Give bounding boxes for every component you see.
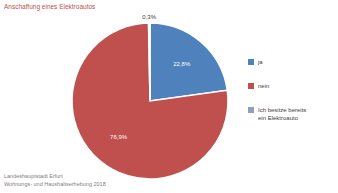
slice (150, 23, 227, 101)
legend-swatch (248, 59, 254, 65)
slice (72, 23, 228, 179)
annotation: Landeshauptstadt Erfurt (4, 173, 63, 179)
legend-swatch (248, 83, 254, 89)
legend-label: ja (257, 59, 263, 65)
legend-label: Ich besitze bereitsein Elektroauto (258, 107, 306, 121)
title: Anschaffung eines Elektroautos (4, 3, 96, 11)
legend-swatch (248, 107, 254, 113)
legend-label: nein (258, 83, 269, 89)
slice (149, 23, 150, 101)
data-label: 0,3% (142, 14, 156, 20)
data-label: 76,9% (110, 134, 128, 140)
legend: ja nein Ich besitze bereitsein Elektroauto (248, 59, 306, 121)
data-labels: 22,8% 76,9% 0,3% (110, 14, 191, 141)
chart: Anschaffung eines Elektroautos 22,8% 76,9%… (0, 0, 338, 193)
data-label: 22,8% (173, 61, 191, 67)
annotation: Wohnungs- und Haushaltserhebung 2018 (4, 181, 106, 187)
pie (72, 23, 228, 179)
